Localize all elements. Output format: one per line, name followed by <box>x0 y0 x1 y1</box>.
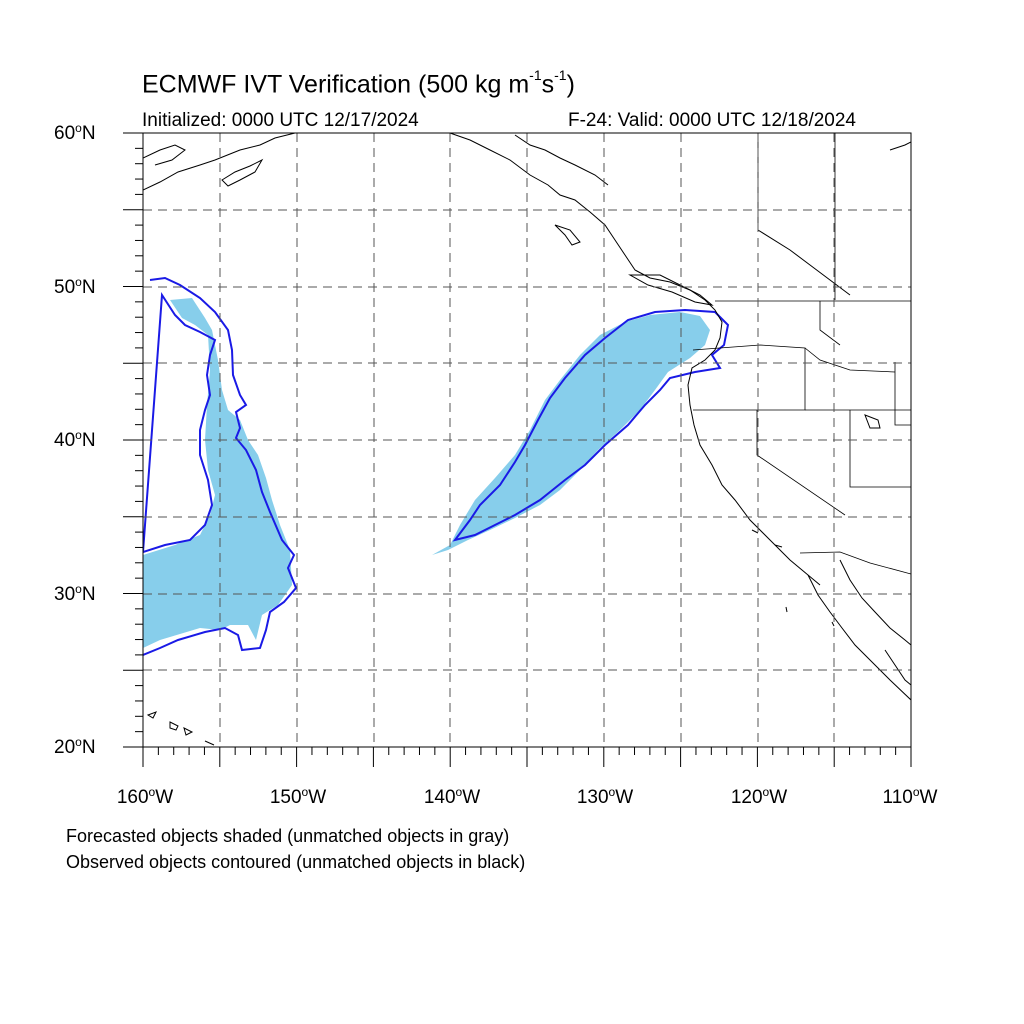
lon-label-140w: 140oW <box>423 785 481 808</box>
grid-lines <box>143 133 911 747</box>
lat-label-60: 60oN <box>54 121 96 144</box>
tick-marks <box>123 132 912 767</box>
map-title: ECMWF IVT Verification (500 kg m-1s-1) <box>142 67 575 99</box>
political-borders <box>692 133 911 575</box>
lon-label-160w: 160oW <box>116 785 174 808</box>
legend-observed-note: Observed objects contoured (unmatched ob… <box>66 852 526 872</box>
coastlines <box>143 133 911 746</box>
forecast-object-northeast-pacific <box>432 312 710 555</box>
lat-label-40: 40oN <box>54 428 96 451</box>
valid-time: F-24: Valid: 0000 UTC 12/18/2024 <box>568 110 856 131</box>
initialized-time: Initialized: 0000 UTC 12/17/2024 <box>142 110 419 131</box>
lat-label-30: 30oN <box>54 582 96 605</box>
lon-label-110w: 110oW <box>882 785 938 808</box>
forecast-object-central-pacific <box>143 298 292 648</box>
lat-label-50: 50oN <box>54 275 96 298</box>
legend-forecast-note: Forecasted objects shaded (unmatched obj… <box>66 826 510 846</box>
lon-label-150w: 150oW <box>269 785 327 808</box>
lon-label-130w: 130oW <box>576 785 634 808</box>
lon-label-120w: 120oW <box>730 785 788 808</box>
lat-label-20: 20oN <box>54 735 96 758</box>
observed-contour-central-pacific <box>143 276 298 656</box>
